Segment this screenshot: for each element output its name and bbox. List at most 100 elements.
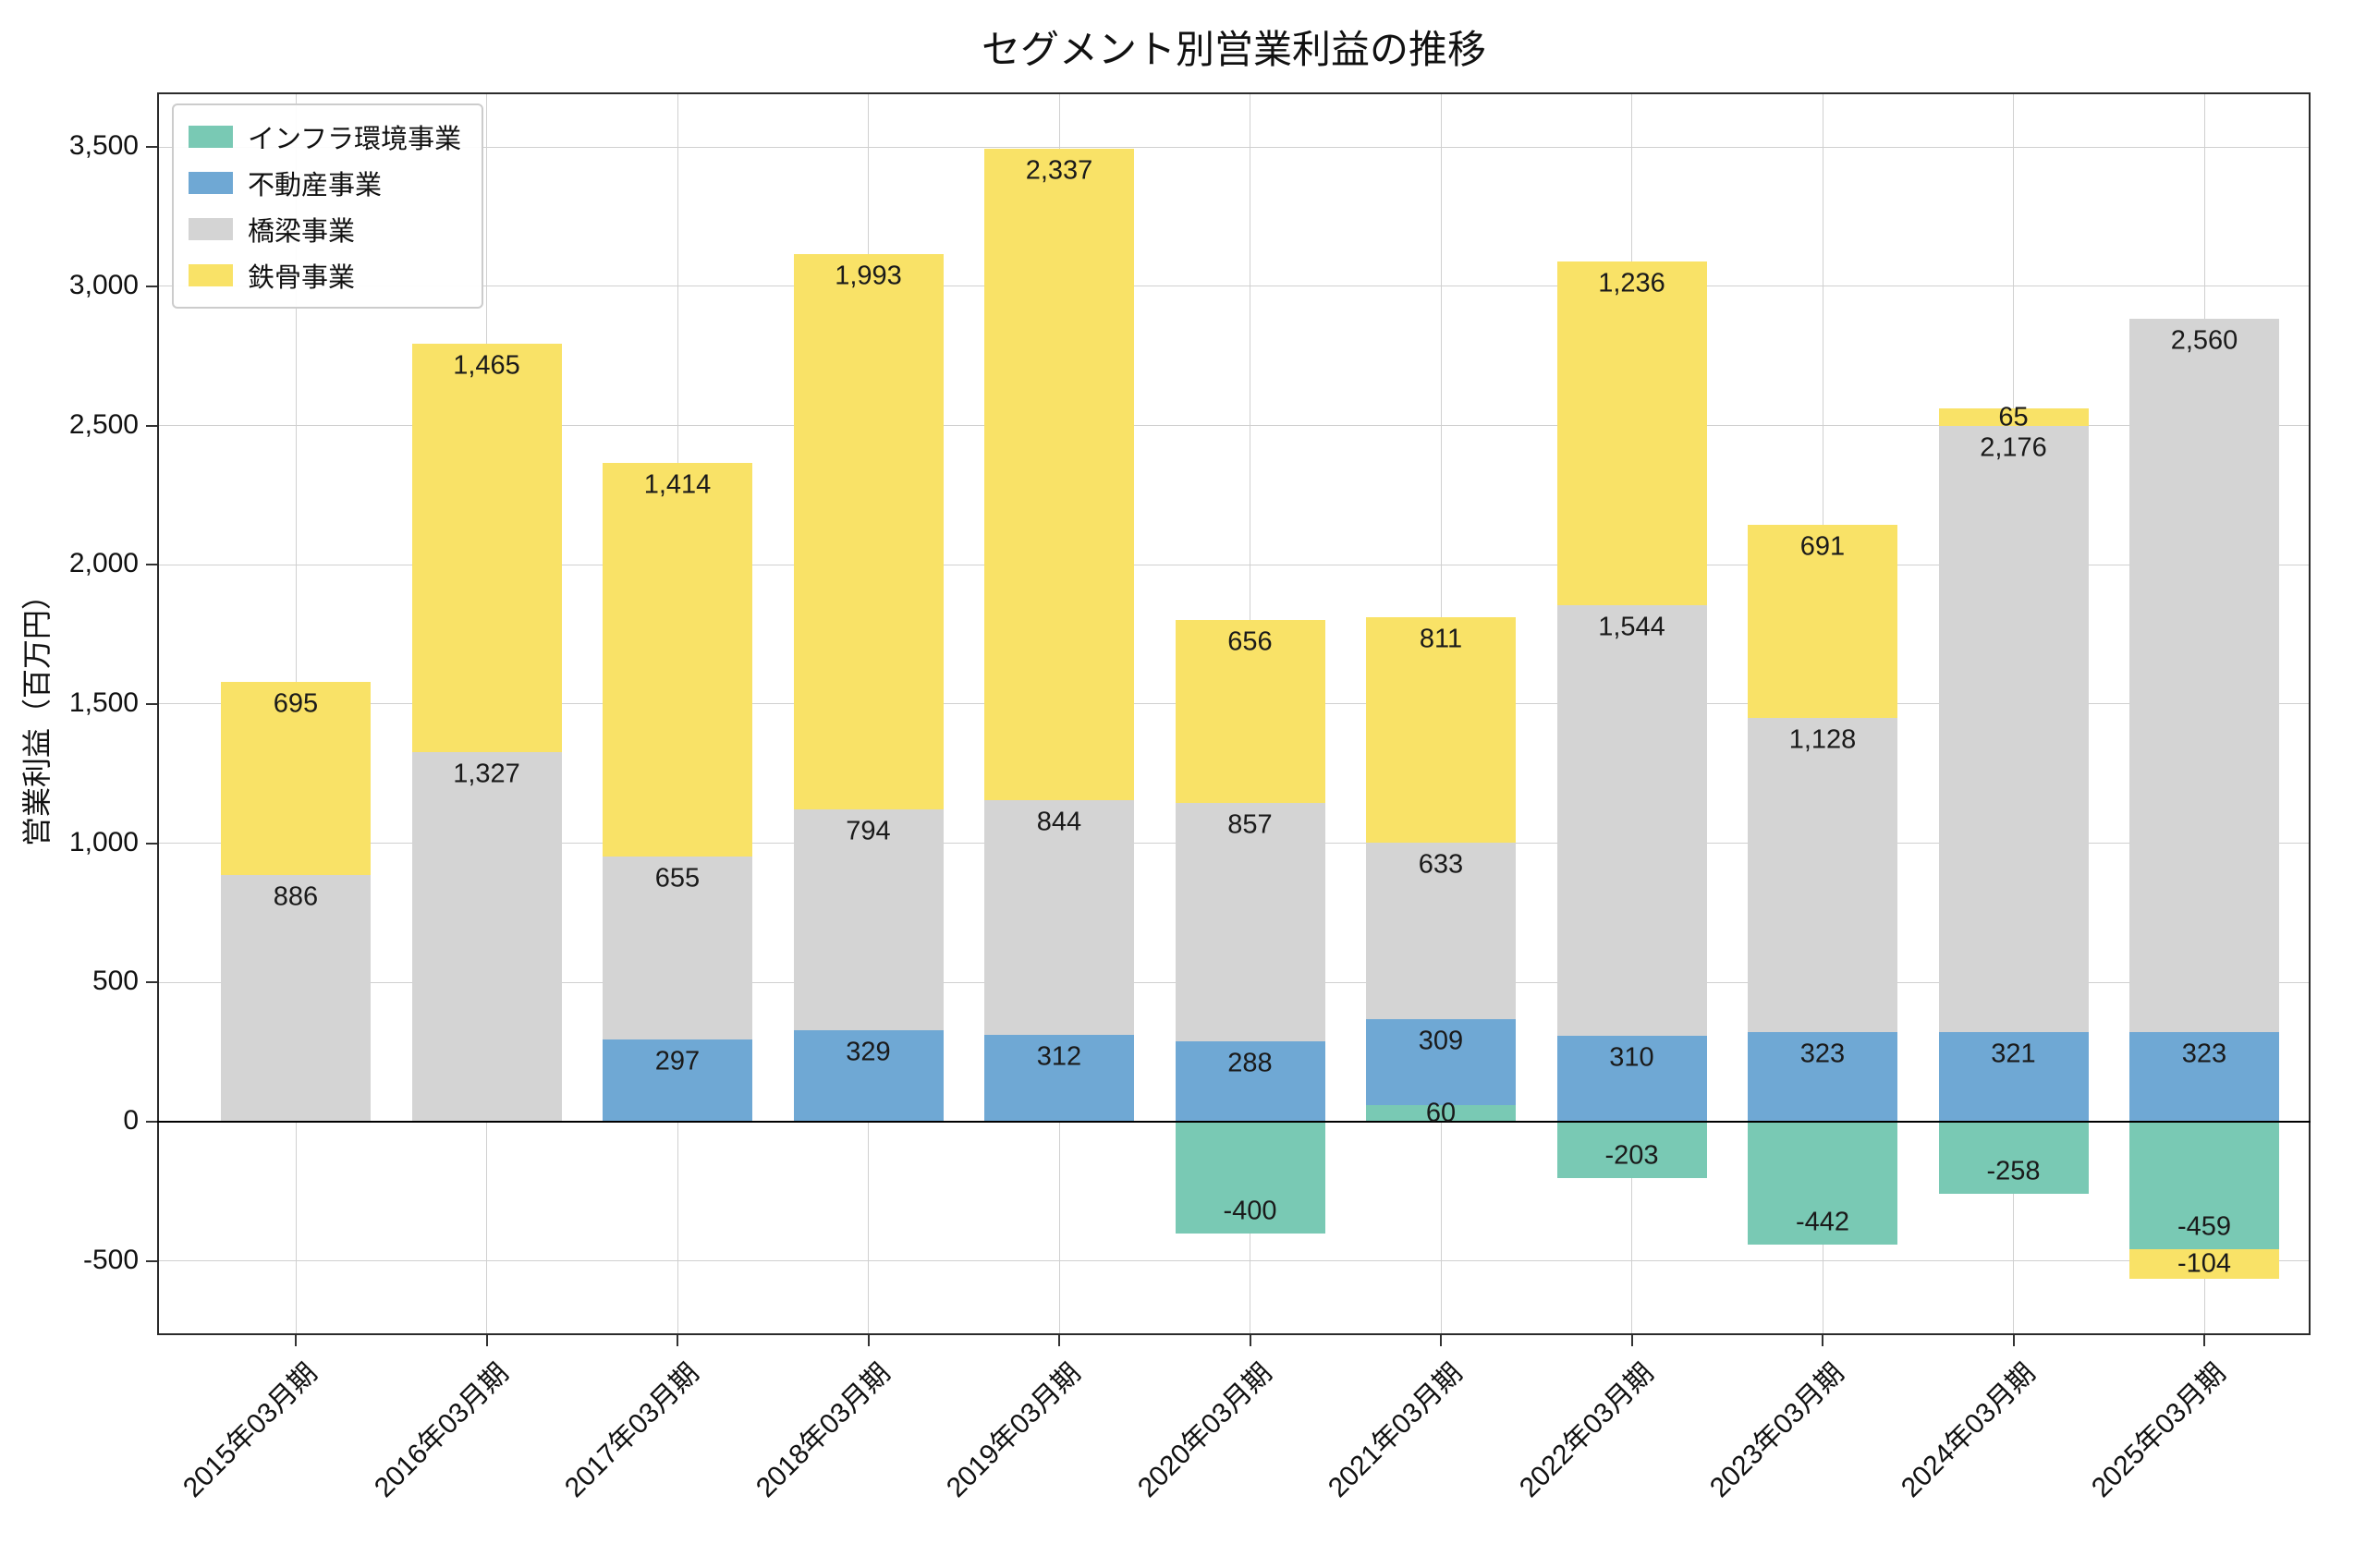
bar-value-label: -459 xyxy=(2177,1211,2232,1242)
y-tick-mark xyxy=(146,564,157,566)
bar-value-label: -400 xyxy=(1223,1196,1277,1226)
bar-value-label: 1,544 xyxy=(1598,612,1665,642)
legend: インフラ環境事業 不動産事業 橋梁事業 鉄骨事業 xyxy=(172,103,484,309)
legend-label: 橋梁事業 xyxy=(248,217,356,247)
bar-segment xyxy=(1556,605,1707,1036)
bar-value-label: 297 xyxy=(654,1046,701,1076)
bar-segment xyxy=(1938,1122,2089,1194)
bar-value-label: 323 xyxy=(1799,1039,1846,1069)
bar-segment xyxy=(1938,426,2089,1033)
bar-value-label: 65 xyxy=(1998,402,2029,432)
bar-value-label: 60 xyxy=(1425,1098,1457,1128)
bar-segment xyxy=(221,875,371,1123)
bar-value-label: -104 xyxy=(2177,1248,2232,1279)
bar-value-label: 811 xyxy=(1419,624,1463,654)
x-tick-mark xyxy=(1440,1335,1442,1346)
bar-segment xyxy=(1748,525,1897,718)
bar-segment xyxy=(221,681,371,876)
x-tick-mark xyxy=(2203,1335,2205,1346)
bar-segment xyxy=(1938,407,2089,427)
y-tick-label: 2,000 xyxy=(68,548,139,579)
bar-value-label: 1,993 xyxy=(835,261,902,291)
x-tick-mark xyxy=(1249,1335,1251,1346)
bar-segment xyxy=(1175,802,1325,1042)
y-tick-mark xyxy=(146,146,157,149)
legend-swatch xyxy=(189,264,233,286)
bar-value-label: 288 xyxy=(1227,1048,1273,1078)
bar-value-label: 2,337 xyxy=(1025,155,1093,186)
y-tick-label: 0 xyxy=(123,1105,139,1136)
bar-value-label: 1,327 xyxy=(453,759,520,789)
gridline-horizontal xyxy=(157,425,2311,426)
bar-value-label: 656 xyxy=(1227,626,1273,657)
bar-segment xyxy=(1938,1032,2089,1123)
bar-value-label: 794 xyxy=(846,816,891,846)
x-tick-mark xyxy=(867,1335,870,1346)
bar-segment xyxy=(411,752,562,1123)
bar-segment xyxy=(1366,1018,1516,1105)
bar-segment xyxy=(2129,1122,2279,1250)
bar-value-label: 633 xyxy=(1418,849,1464,880)
bar-value-label: 310 xyxy=(1609,1042,1654,1073)
y-tick-mark xyxy=(146,285,157,287)
bar-segment xyxy=(2129,1031,2279,1123)
bar-value-label: 329 xyxy=(846,1037,891,1067)
bar-segment xyxy=(1175,620,1325,803)
bar-value-label: 655 xyxy=(654,863,701,893)
y-tick-label: 2,500 xyxy=(68,408,139,440)
y-tick-label: 500 xyxy=(91,966,139,997)
bar-segment xyxy=(1748,1122,1897,1246)
bar-value-label: -258 xyxy=(1986,1156,2041,1186)
legend-label: インフラ環境事業 xyxy=(248,125,462,154)
bar-value-label: 691 xyxy=(1799,531,1846,562)
x-tick-mark xyxy=(485,1335,488,1346)
bar-segment xyxy=(1556,1122,1707,1179)
bar-segment xyxy=(1366,1105,1516,1123)
gridline-horizontal xyxy=(157,146,2311,148)
y-tick-mark xyxy=(146,702,157,705)
bar-value-label: 2,176 xyxy=(1980,432,2047,463)
bar-segment xyxy=(603,1039,752,1123)
y-tick-mark xyxy=(146,981,157,984)
x-tick-mark xyxy=(1822,1335,1823,1346)
bar-segment xyxy=(1175,1041,1325,1123)
y-tick-label: 1,500 xyxy=(68,687,139,718)
chart-title: セグメント別営業利益の推移 xyxy=(981,28,1487,71)
x-tick-mark xyxy=(677,1335,678,1346)
x-tick-mark xyxy=(295,1335,297,1346)
bar-value-label: -442 xyxy=(1795,1207,1850,1237)
legend-swatch xyxy=(189,172,233,194)
y-tick-label: -500 xyxy=(82,1244,139,1275)
y-tick-mark xyxy=(146,1259,157,1262)
bar-value-label: 1,414 xyxy=(643,469,712,500)
bar-segment xyxy=(411,344,562,753)
y-tick-mark xyxy=(146,842,157,845)
bar-segment xyxy=(793,1029,944,1123)
bar-segment xyxy=(603,462,752,857)
x-tick-mark xyxy=(1058,1335,1060,1346)
legend-label: 不動産事業 xyxy=(248,171,383,201)
bar-value-label: 1,128 xyxy=(1788,724,1857,755)
bar-segment xyxy=(984,1035,1134,1123)
bar-segment xyxy=(793,808,944,1030)
bar-segment xyxy=(1748,717,1897,1032)
legend-swatch xyxy=(189,126,233,148)
legend-item: インフラ環境事業 xyxy=(189,118,461,155)
zero-line xyxy=(157,1121,2311,1124)
legend-item: 橋梁事業 xyxy=(189,211,461,248)
legend-swatch xyxy=(189,218,233,240)
bar-value-label: 695 xyxy=(273,688,319,719)
bar-segment xyxy=(1556,1035,1707,1123)
y-tick-mark xyxy=(146,1121,157,1124)
bar-segment xyxy=(793,253,944,809)
bar-value-label: 1,236 xyxy=(1598,268,1665,298)
bar-segment xyxy=(1175,1122,1325,1234)
bar-value-label: 1,465 xyxy=(453,350,520,381)
x-tick-mark xyxy=(2012,1335,2015,1346)
x-tick-label: 2015年03月期 xyxy=(177,1357,323,1504)
bar-segment xyxy=(984,149,1134,800)
x-tick-mark xyxy=(1630,1335,1633,1346)
bar-segment xyxy=(1748,1031,1897,1123)
bar-value-label: 321 xyxy=(1991,1039,2036,1069)
